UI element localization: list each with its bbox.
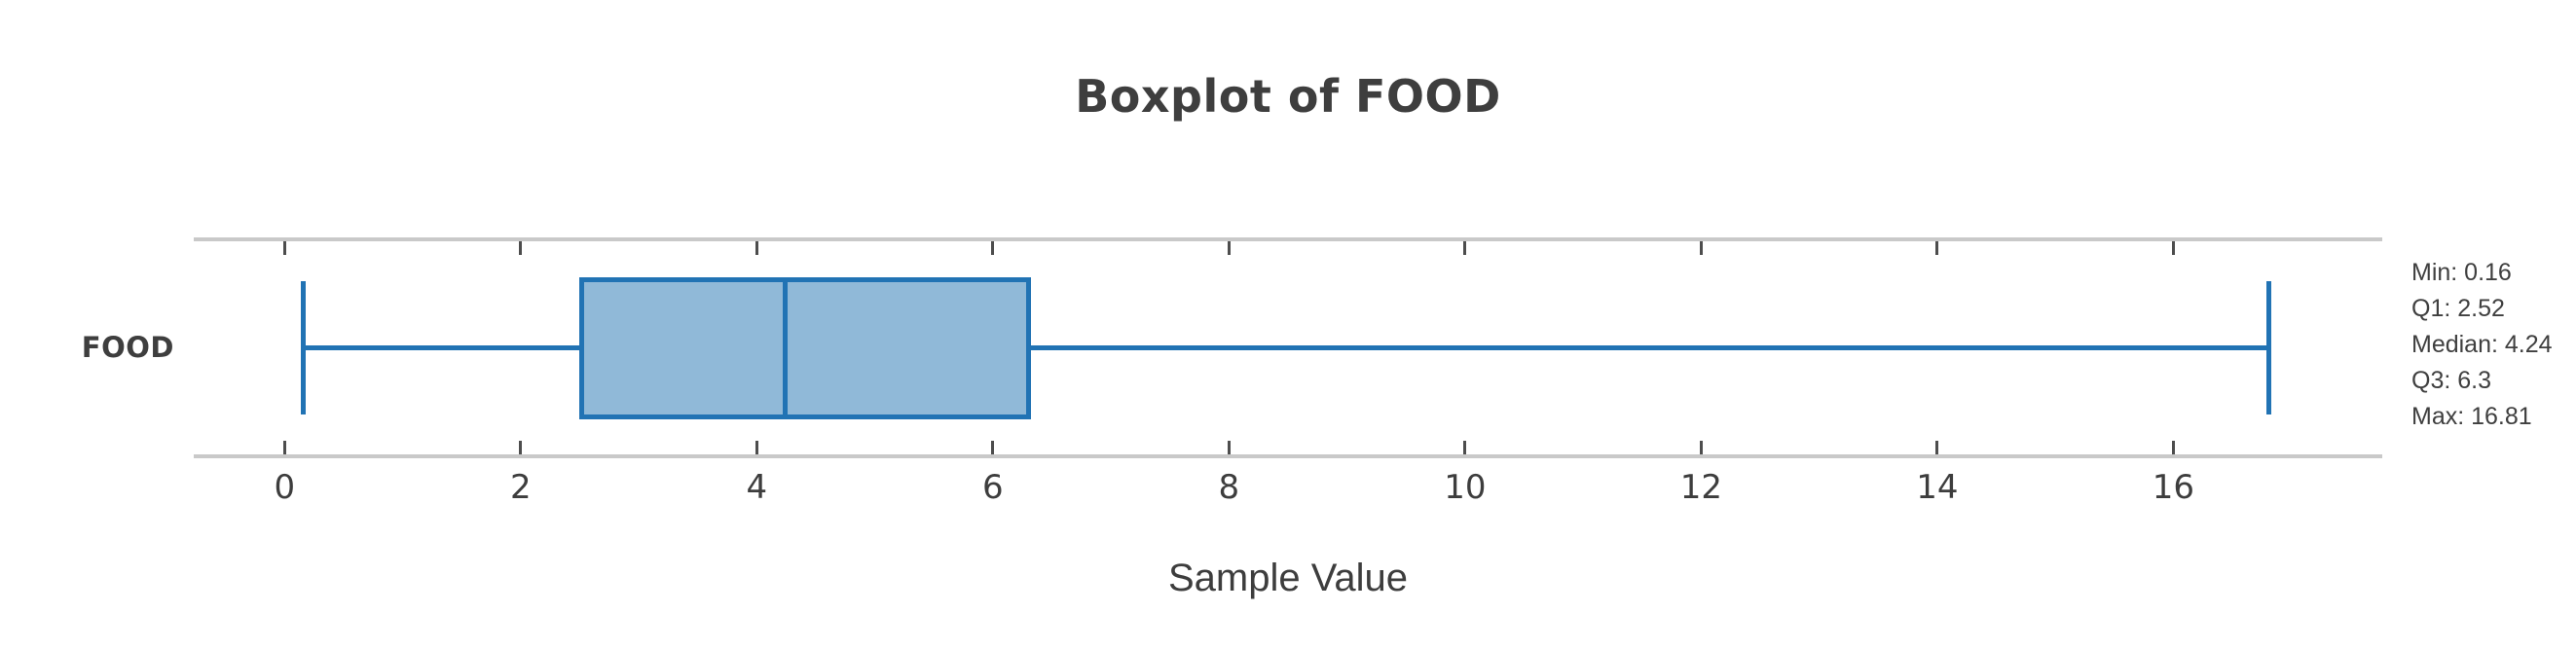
x-tick-label: 6	[982, 468, 1004, 507]
x-tick-mark-top	[282, 241, 286, 255]
x-tick-mark-bottom	[1227, 441, 1231, 454]
x-tick-label: 8	[1218, 468, 1240, 507]
x-tick-mark-bottom	[282, 441, 286, 454]
x-tick-mark-bottom	[2171, 441, 2175, 454]
x-tick-label: 10	[1444, 468, 1487, 507]
x-tick-mark-bottom	[991, 441, 995, 454]
x-axis-top-spine	[194, 237, 2382, 241]
whisker-cap-min	[301, 281, 307, 414]
x-tick-label: 14	[1916, 468, 1959, 507]
x-tick-label: 2	[510, 468, 532, 507]
x-tick-label: 0	[274, 468, 296, 507]
stat-q1: Q1: 2.52	[2411, 295, 2505, 322]
x-tick-mark-bottom	[1935, 441, 1939, 454]
x-tick-label: 16	[2152, 468, 2194, 507]
stat-max: Max: 16.81	[2411, 403, 2532, 430]
x-tick-mark-top	[1699, 241, 1703, 255]
stat-min: Min: 0.16	[2411, 259, 2512, 286]
whisker-line-left	[303, 345, 582, 350]
stat-median: Median: 4.24	[2411, 331, 2553, 358]
x-axis-bottom-spine	[194, 454, 2382, 458]
whisker-line-right	[1028, 345, 2269, 350]
x-tick-label: 4	[746, 468, 768, 507]
x-tick-mark-top	[1463, 241, 1467, 255]
x-tick-mark-top	[1935, 241, 1939, 255]
x-tick-mark-bottom	[754, 441, 758, 454]
median-line	[782, 282, 788, 414]
x-tick-mark-top	[519, 241, 523, 255]
whisker-cap-max	[2266, 281, 2272, 414]
x-tick-mark-bottom	[1463, 441, 1467, 454]
x-tick-mark-top	[1227, 241, 1231, 255]
x-tick-label: 12	[1679, 468, 1722, 507]
stat-q3: Q3: 6.3	[2411, 367, 2491, 394]
x-tick-mark-bottom	[519, 441, 523, 454]
x-tick-mark-top	[754, 241, 758, 255]
chart-title: Boxplot of FOOD	[1075, 70, 1501, 123]
iqr-box	[579, 277, 1031, 419]
y-category-label-food: FOOD	[81, 331, 174, 364]
x-axis-title: Sample Value	[1167, 557, 1409, 599]
summary-stats-annotation: Min: 0.16 Q1: 2.52 Median: 4.24 Q3: 6.3 …	[2411, 255, 2553, 435]
x-tick-mark-bottom	[1699, 441, 1703, 454]
x-tick-mark-top	[2171, 241, 2175, 255]
x-tick-mark-top	[991, 241, 995, 255]
